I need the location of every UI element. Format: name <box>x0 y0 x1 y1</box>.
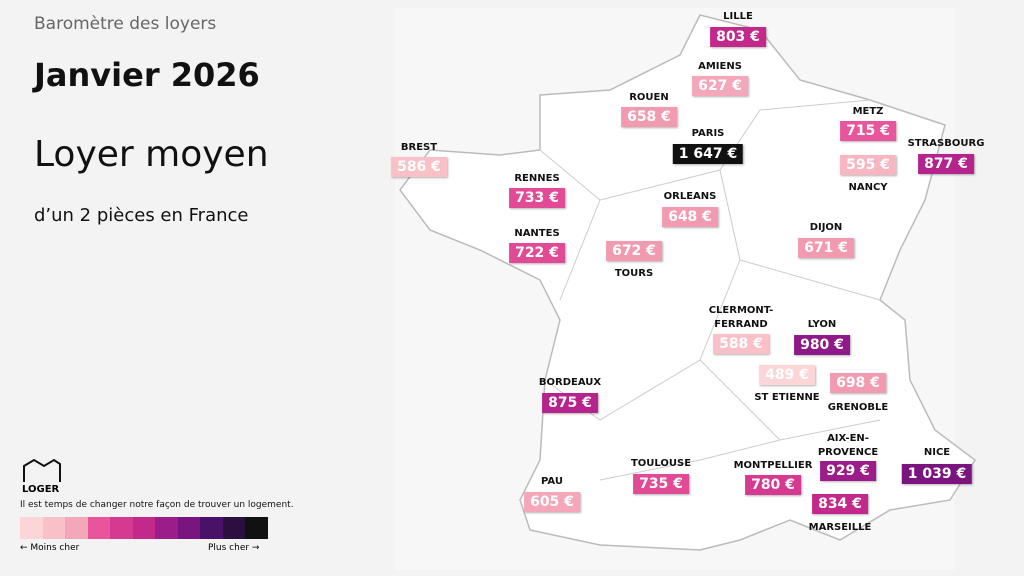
city-price: 648 € <box>662 207 718 227</box>
city-price: 875 € <box>542 393 598 413</box>
city-price: 605 € <box>524 492 580 512</box>
france <box>399 14 977 551</box>
tagline: Il est temps de changer notre façon de t… <box>20 500 294 510</box>
city-price: 672 € <box>606 241 662 261</box>
city-price: 595 € <box>840 155 896 175</box>
scale-step <box>20 517 43 539</box>
scale-step <box>222 517 245 539</box>
scale-step <box>110 517 133 539</box>
city-name: ST ETIENNE <box>754 392 820 403</box>
city-name: TOURS <box>614 268 654 279</box>
scale-step <box>132 517 155 539</box>
city-name: ORLEANS <box>663 191 717 202</box>
city-name: GRENOBLE <box>827 402 889 413</box>
city-price: 1 647 € <box>672 144 744 164</box>
scale-step <box>42 517 65 539</box>
city-price: 588 € <box>713 334 769 354</box>
brand: LOGER <box>22 484 60 495</box>
city-price: 834 € <box>812 494 868 514</box>
city-name: AMIENS <box>698 61 742 72</box>
logo <box>23 458 61 482</box>
regions <box>539 99 881 481</box>
city-price: 733 € <box>509 188 565 208</box>
scale-step <box>155 517 178 539</box>
city-name: LILLE <box>723 11 753 22</box>
scale-step <box>87 517 110 539</box>
city-name: AIX-EN-PROVENCE <box>817 433 879 458</box>
caption: d’un 2 pièces en France <box>34 205 249 226</box>
city-name: BREST <box>400 142 438 153</box>
scale-step <box>65 517 88 539</box>
scale-step <box>177 517 200 539</box>
city-price: 780 € <box>745 475 801 495</box>
city-price: 698 € <box>830 373 886 393</box>
city-name: STRASBOURG <box>907 138 985 149</box>
city-name: NANCY <box>848 182 888 193</box>
city-name: NANTES <box>514 228 560 239</box>
city-name: CLERMONT-FERRAND <box>708 305 774 330</box>
subtitle: Loyer moyen <box>34 134 269 175</box>
city-name: METZ <box>852 106 884 117</box>
city-price: 722 € <box>509 243 565 263</box>
city-price: 980 € <box>794 335 850 355</box>
scale-step <box>200 517 223 539</box>
city-name: PARIS <box>691 128 725 139</box>
city-name: NICE <box>923 447 951 458</box>
city-name: TOULOUSE <box>630 458 692 469</box>
city-price: 671 € <box>798 238 854 258</box>
city-price: 627 € <box>692 76 748 96</box>
city-name: ROUEN <box>629 92 669 103</box>
scale-step <box>245 517 268 539</box>
city-name: DIJON <box>809 222 843 233</box>
city-name: LYON <box>807 319 837 330</box>
kicker: Baromètre des loyers <box>34 14 217 34</box>
city-price: 586 € <box>391 157 447 177</box>
city-price: 489 € <box>759 365 815 385</box>
legend-low: ← Moins cher <box>20 543 80 553</box>
legend-high: Plus cher → <box>208 543 260 553</box>
city-name: BORDEAUX <box>538 377 602 388</box>
city-price: 658 € <box>621 107 677 127</box>
city-name: MARSEILLE <box>808 522 872 533</box>
city-price: 877 € <box>918 154 974 174</box>
city-price: 929 € <box>820 461 876 481</box>
city-price: 1 039 € <box>901 464 973 484</box>
scale <box>20 517 268 539</box>
city-price: 803 € <box>710 27 766 47</box>
title: Janvier 2026 <box>34 56 260 94</box>
city-name: MONTPELLIER <box>733 460 813 471</box>
city-price: 715 € <box>840 121 896 141</box>
city-name: PAU <box>541 476 563 487</box>
city-price: 735 € <box>633 474 689 494</box>
city-name: RENNES <box>514 173 560 184</box>
